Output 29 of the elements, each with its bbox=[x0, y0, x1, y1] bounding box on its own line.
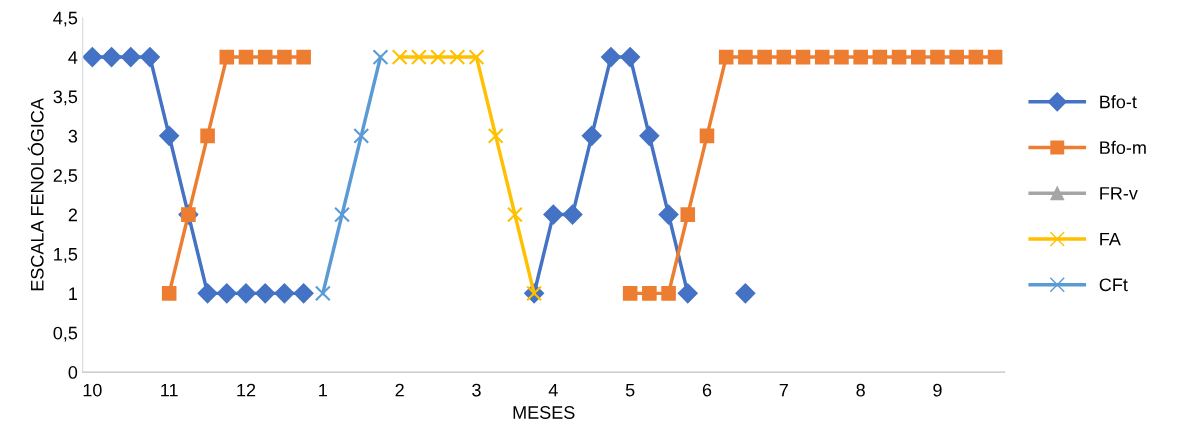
y-tick-label: 2 bbox=[68, 208, 77, 222]
legend-label: FA bbox=[1100, 232, 1121, 246]
y-axis-title: ESCALA FENOLÓGICA bbox=[27, 98, 44, 291]
legend-label: CFt bbox=[1099, 278, 1128, 292]
y-tick-label: 4 bbox=[68, 51, 78, 64]
x-tick-label: 4 bbox=[548, 383, 558, 397]
x-tick-label: 1 bbox=[319, 383, 327, 397]
x-axis-title: MESES bbox=[513, 406, 575, 419]
x-tick-label: 8 bbox=[856, 383, 865, 397]
y-tick-label: 0,5 bbox=[53, 326, 78, 342]
x-tick-label: 5 bbox=[625, 383, 635, 397]
legend-label: Bfo-m bbox=[1100, 140, 1146, 155]
x-tick-label: 9 bbox=[933, 383, 942, 397]
x-tick-label: 11 bbox=[161, 383, 178, 397]
x-tick-label: 7 bbox=[779, 383, 788, 397]
y-tick-label: 0 bbox=[68, 366, 78, 379]
legend-label: Bfo-t bbox=[1100, 95, 1137, 109]
x-tick-label: 10 bbox=[83, 383, 102, 397]
x-tick-label: 6 bbox=[702, 383, 712, 397]
y-tick-label: 4,5 bbox=[53, 11, 78, 27]
x-tick-label: 12 bbox=[237, 383, 256, 397]
x-tick-label: 2 bbox=[395, 383, 404, 397]
y-tick-label: 3 bbox=[68, 129, 78, 143]
y-tick-label: 2,5 bbox=[53, 169, 78, 185]
y-tick-label: 3,5 bbox=[53, 90, 78, 106]
legend-label: FR-v bbox=[1100, 187, 1138, 200]
y-tick-label: 1 bbox=[69, 287, 77, 300]
y-tick-label: 1,5 bbox=[54, 248, 78, 263]
x-tick-label: 3 bbox=[472, 383, 481, 397]
